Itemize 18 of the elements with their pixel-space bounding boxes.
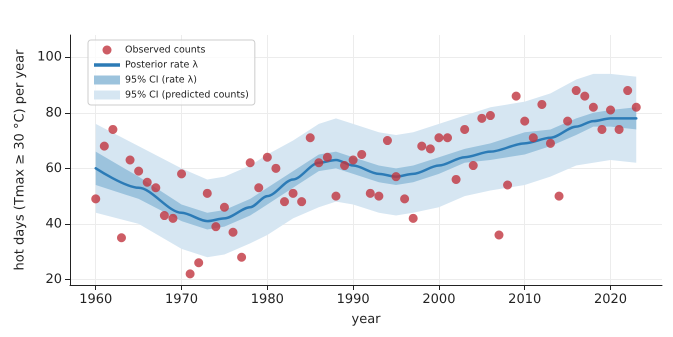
y-tick-label: 20 <box>45 272 62 287</box>
x-axis-title: year <box>351 312 382 327</box>
x-tick-label: 1980 <box>250 292 284 307</box>
legend-label: 95% CI (rate λ) <box>125 74 197 86</box>
legend-label: Observed counts <box>125 44 206 56</box>
x-tick-label: 2010 <box>508 292 542 307</box>
y-tick-label: 80 <box>45 105 62 120</box>
legend-label: 95% CI (predicted counts) <box>125 90 249 100</box>
y-tick-label: 60 <box>45 160 62 176</box>
legend-label: Posterior rate λ <box>125 60 198 70</box>
y-tick-label: 100 <box>37 50 62 65</box>
x-tick-label: 1990 <box>336 292 370 307</box>
y-tick-label: 40 <box>45 216 62 232</box>
x-tick-label: 1970 <box>164 292 198 307</box>
x-tick-label: 1960 <box>79 292 112 307</box>
y-axis-title: hot days (Tmax ≥ 30 °C) per year <box>12 48 28 270</box>
x-tick-label: 2020 <box>594 292 628 307</box>
x-tick-label: 2000 <box>422 292 456 307</box>
